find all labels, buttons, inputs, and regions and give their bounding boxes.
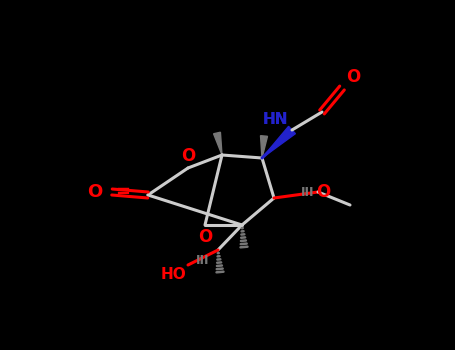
- Text: O: O: [198, 228, 212, 246]
- Polygon shape: [213, 132, 222, 155]
- Text: III: III: [196, 253, 209, 266]
- Text: O: O: [316, 183, 330, 201]
- Text: O: O: [87, 183, 102, 201]
- Text: HO: HO: [160, 267, 186, 282]
- Text: HN: HN: [263, 112, 288, 127]
- Text: =: =: [115, 183, 130, 201]
- Polygon shape: [262, 126, 295, 158]
- Text: O: O: [346, 68, 360, 86]
- Text: III: III: [300, 186, 314, 198]
- Text: O: O: [181, 147, 195, 165]
- Text: HN: HN: [263, 112, 288, 127]
- Polygon shape: [261, 136, 268, 158]
